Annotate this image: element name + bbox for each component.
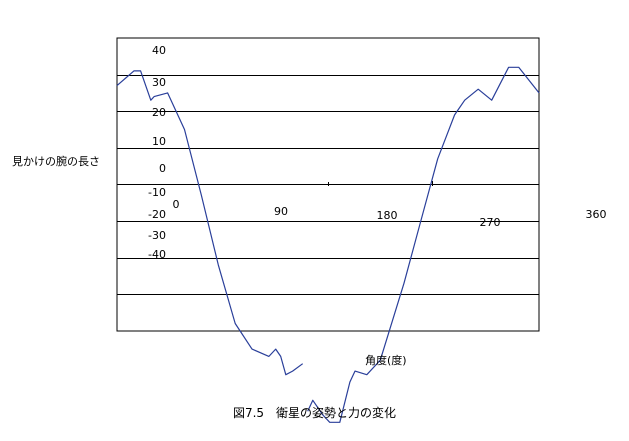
y-tick-label: -10 [148, 186, 166, 199]
series-line [116, 70, 304, 376]
y-tick-label: -40 [148, 248, 166, 261]
x-tick-label: 360 [586, 208, 607, 221]
x-axis-title: 角度(度) [365, 353, 407, 367]
y-tick-label: 30 [152, 76, 166, 89]
y-tick-label: 10 [152, 135, 166, 148]
y-axis-tick-labels: 40 30 20 10 0 -10 -20 -30 -40 [148, 44, 166, 261]
figure-caption: 図7.5 衛星の姿勢と力の変化 [232, 406, 397, 420]
series-lines [116, 66, 540, 423]
y-axis-title: 見かけの腕の長さ [12, 154, 100, 168]
y-tick-label: 0 [159, 162, 166, 175]
x-axis-tick-labels: 0 90 180 270 360 [173, 198, 607, 229]
y-tick-label: 40 [152, 44, 166, 57]
gridlines [117, 75, 539, 295]
x-tick-label: 90 [274, 205, 288, 218]
y-tick-label: -30 [148, 229, 166, 242]
y-tick-label: 20 [152, 106, 166, 119]
series-line [307, 66, 540, 423]
x-tick-label: 0 [173, 198, 180, 211]
y-tick-label: -20 [148, 208, 166, 221]
x-tick-label: 180 [377, 209, 398, 222]
x-tick-label: 270 [480, 216, 501, 229]
x-axis-markers [328, 181, 433, 186]
